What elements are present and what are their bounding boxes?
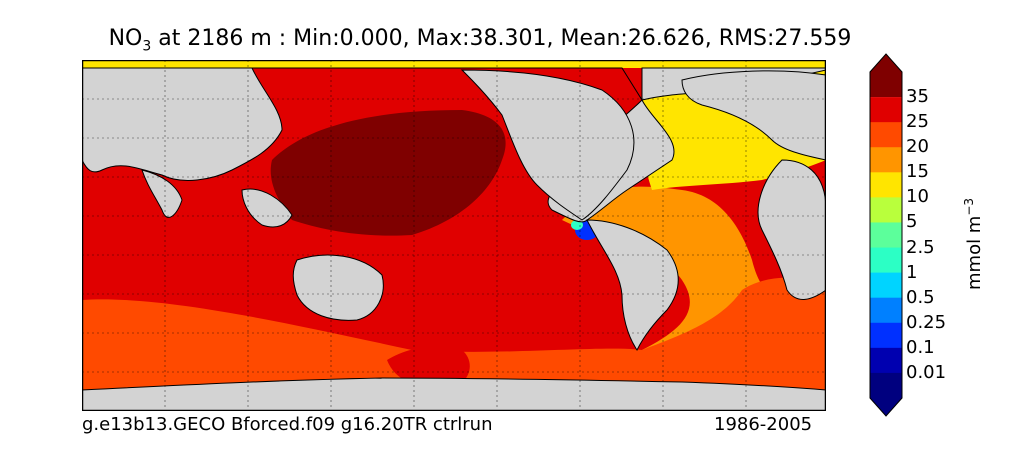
low-nitrate-ring [571,220,583,230]
ocean-map [82,60,826,411]
europe [681,70,826,161]
colorbar-segment [870,272,902,299]
colorbar-tick-label: 0.25 [906,311,947,333]
south-america [586,219,679,351]
colorbar-tick-label: 25 [906,111,929,133]
colorbar-outline [869,53,903,417]
colorbar [869,53,903,417]
colorbar-tick-label: 10 [906,186,929,208]
colorbar-segment [870,172,902,198]
colorbar-tick-label: 2.5 [906,236,935,258]
period-label: 1986-2005 [714,414,813,435]
colorbar-tick-label: 15 [906,161,929,183]
map-frame [82,60,826,411]
title-variable: NO [108,26,143,51]
colorbar-segment [870,247,902,274]
colorbar-unit: mmol m−3 [962,198,985,290]
colorbar-tick-label: 0.5 [906,286,935,308]
graticule [82,60,826,411]
colorbar-segment [870,147,902,173]
colorbar-segment [870,297,902,324]
southern-red-patch [387,346,470,388]
title-subscript: 3 [142,38,152,55]
africa [757,159,826,300]
colorbar-segment [870,122,902,148]
asia [82,67,283,181]
colorbar-tick-label: 0.1 [906,336,935,358]
map-title: NO3 at 2186 m : Min:0.000, Max:38.301, M… [0,26,960,54]
colorbar-segment [870,97,902,123]
colorbar-segment [870,372,902,416]
colorbar-segment [870,222,902,249]
colorbar-tick-label: 35 [906,86,929,108]
indonesia [241,188,293,228]
north-america [460,69,635,221]
colorbar-segment [870,54,902,98]
land-masses [82,67,826,411]
north-pacific-region [270,110,506,236]
colorbar-segment [870,322,902,349]
colorbar-tick-label: 5 [906,211,918,233]
arctic-strip [82,60,826,68]
title-stats: at 2186 m : Min:0.000, Max:38.301, Mean:… [151,26,852,51]
unit-text: mmol m [964,215,985,290]
colorbar-tick-label: 20 [906,136,929,158]
colorbar-tick-label: 1 [906,261,918,283]
antarctica [82,377,826,411]
colorbar-segment [870,197,902,223]
run-label: g.e13b13.GECO Bforced.f09 g16.20TR ctrlr… [82,414,493,435]
unit-exponent: −3 [962,197,976,216]
australia [292,254,384,321]
colorbar-segment [870,347,902,374]
colorbar-tick-label: 0.01 [906,361,947,383]
south-atlantic-region [642,277,826,411]
